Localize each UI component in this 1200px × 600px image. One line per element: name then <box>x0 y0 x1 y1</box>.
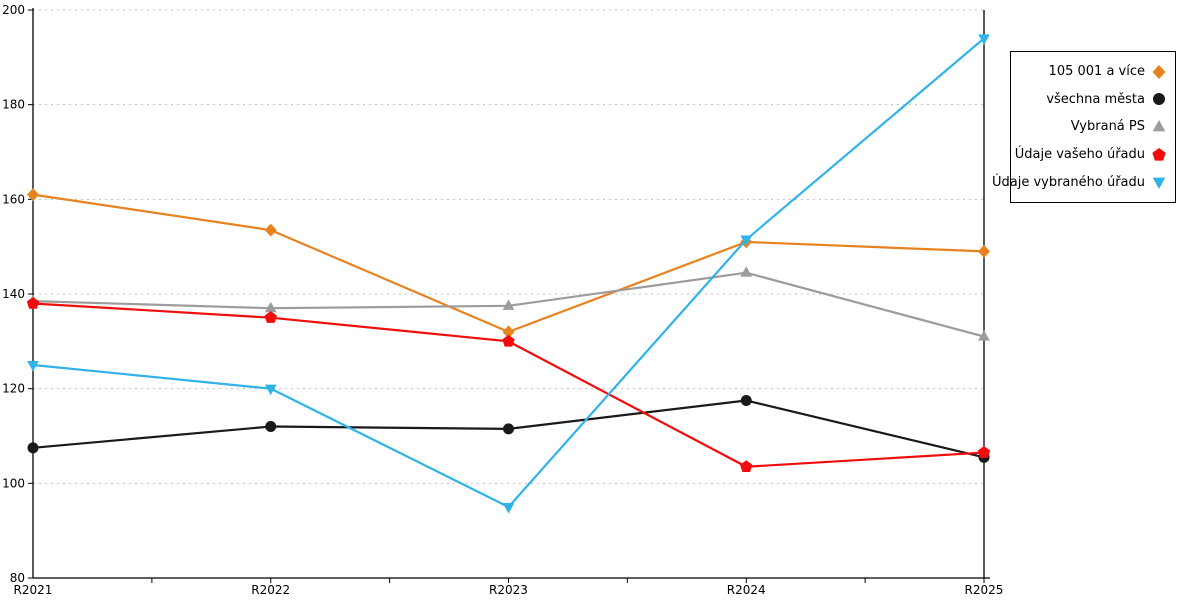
data-point-marker <box>502 502 515 514</box>
y-tick-label: 100 <box>2 476 25 490</box>
data-point-marker <box>264 223 277 237</box>
data-point-marker <box>502 325 515 339</box>
data-point-marker <box>978 330 990 341</box>
triangle-down-marker-icon <box>1152 177 1166 190</box>
legend-item: Údaje vašeho úřadu <box>1011 144 1175 166</box>
y-tick-label: 140 <box>2 287 25 301</box>
x-tick-labels: R2021 R2022 R2023 R2024 R2025 <box>14 578 1004 597</box>
circle-marker-icon <box>1153 93 1165 106</box>
data-point-marker <box>740 235 753 247</box>
legend-marker-shape <box>1152 64 1166 79</box>
diamond-marker-icon <box>1152 64 1166 79</box>
pentagon-marker-icon <box>1152 147 1166 161</box>
data-point-marker <box>27 442 39 454</box>
data-point-marker <box>26 296 40 309</box>
y-tick-label: 200 <box>2 3 25 17</box>
axes <box>32 8 990 579</box>
y-tick-label: 160 <box>2 192 25 206</box>
x-tick-label: R2022 <box>251 583 290 597</box>
legend-item: všechna města <box>1011 88 1175 110</box>
x-tick-label: R2023 <box>489 583 528 597</box>
y-tick-labels: 80 100 120 140 160 180 200 <box>2 3 33 585</box>
legend-item-label: 105 001 a více <box>1048 64 1145 80</box>
data-point-marker <box>264 301 277 313</box>
data-point-marker <box>977 446 991 458</box>
legend-item-label: Vybraná PS <box>1070 119 1145 135</box>
legend-item-label: Údaje vašeho úřadu <box>1014 147 1145 163</box>
data-point-marker <box>502 334 515 347</box>
data-point-marker <box>503 423 514 435</box>
x-tick-label: R2024 <box>727 583 766 597</box>
data-point-marker <box>978 244 990 258</box>
y-tick-label: 80 <box>10 571 25 585</box>
series-105-001-a-vice <box>27 188 990 339</box>
legend-item: 105 001 a více <box>1011 61 1175 83</box>
data-point-marker <box>740 395 752 406</box>
legend-item-label: všechna města <box>1046 91 1145 107</box>
y-tick-label: 120 <box>2 382 25 396</box>
legend-item-label: Údaje vybraného úřadu <box>991 174 1145 190</box>
legend-box: 105 001 a více všechna města Vybraná PS Úda… <box>992 51 1176 203</box>
series-udaje-vybraneho-uradu <box>27 34 990 514</box>
series-vsechna-mesta <box>27 395 990 463</box>
data-point-marker <box>740 266 753 277</box>
data-point-marker <box>740 460 753 473</box>
legend-item: Vybraná PS <box>1011 116 1175 138</box>
data-point-marker <box>27 188 39 202</box>
legend-marker-shape <box>1153 93 1165 106</box>
data-point-marker <box>264 384 277 396</box>
y-tick-label: 180 <box>2 98 25 112</box>
legend-item: Údaje vybraného úřadu <box>992 171 1175 193</box>
data-point-marker <box>502 299 515 310</box>
legend-marker-shape <box>1152 119 1166 132</box>
series-line <box>31 37 986 509</box>
series-udaje-vaseho-uradu <box>26 296 991 473</box>
triangle-up-marker-icon <box>1152 119 1166 132</box>
data-point-marker <box>27 360 39 372</box>
legend-marker-shape <box>1152 177 1166 190</box>
legend-marker-shape <box>1152 147 1166 161</box>
data-point-marker <box>978 34 990 45</box>
data-point-marker <box>264 311 277 323</box>
x-tick-label: R2025 <box>965 583 1004 597</box>
data-point-marker <box>265 421 277 433</box>
x-tick-label: R2021 <box>14 583 53 597</box>
